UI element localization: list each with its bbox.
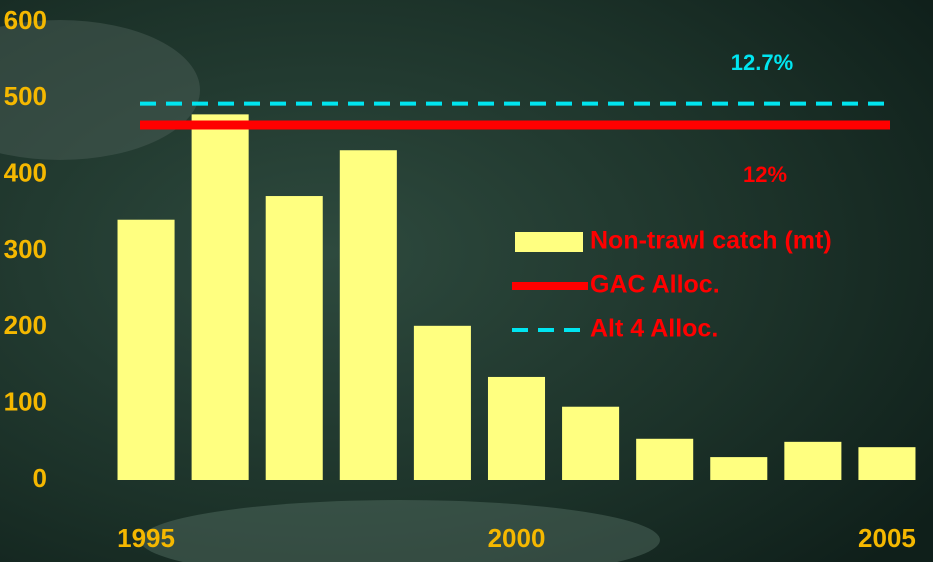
bar (487, 376, 546, 480)
reference-label: 12.7% (731, 50, 793, 75)
bar (636, 438, 694, 480)
bar (710, 457, 768, 480)
y-tick-label: 400 (4, 158, 47, 188)
y-tick-label: 100 (4, 387, 47, 417)
bar (562, 406, 620, 480)
legend-label: Alt 4 Alloc. (590, 315, 718, 343)
y-tick-label: 600 (4, 5, 47, 35)
x-tick-label: 2005 (858, 523, 916, 553)
y-tick-label: 200 (4, 310, 47, 340)
bar (339, 150, 397, 481)
x-tick-label: 1995 (117, 523, 175, 553)
bar (117, 219, 175, 480)
y-tick-label: 0 (33, 463, 47, 493)
background-fish (140, 500, 660, 562)
y-tick-label: 300 (4, 234, 47, 264)
x-tick-label: 2000 (488, 523, 546, 553)
bar (265, 196, 323, 481)
y-tick-label: 500 (4, 81, 47, 111)
legend-swatch (515, 232, 583, 252)
reference-label: 12% (743, 162, 787, 187)
legend-label: GAC Alloc. (590, 271, 720, 299)
legend-label: Non-trawl catch (mt) (590, 227, 832, 255)
bar (784, 441, 842, 480)
bar (858, 447, 916, 480)
bar (191, 114, 249, 480)
bar (413, 325, 471, 480)
